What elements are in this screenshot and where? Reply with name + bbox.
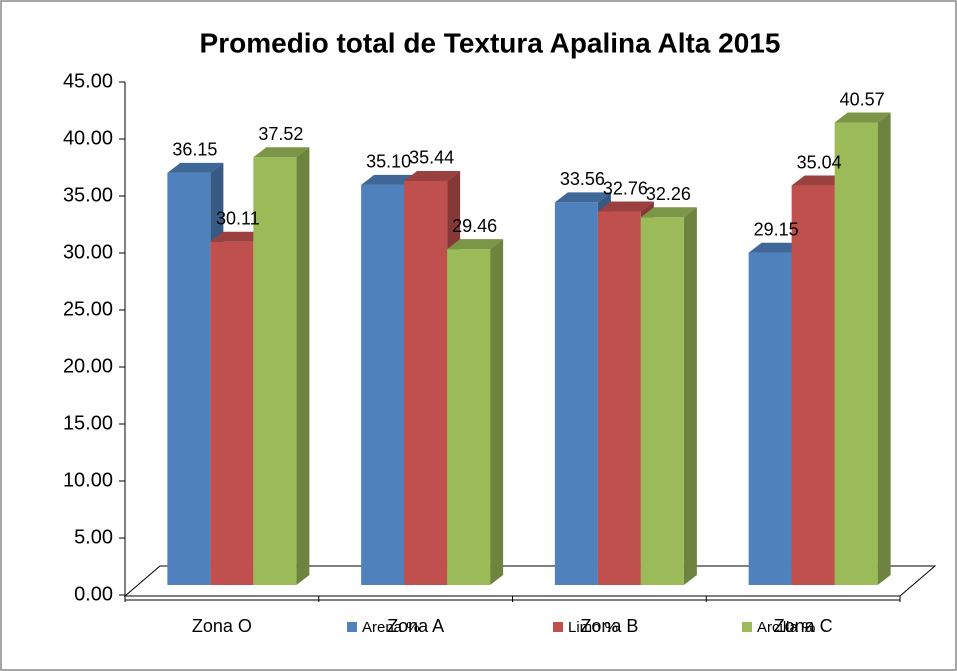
bar-top xyxy=(447,239,504,250)
bar-top xyxy=(361,174,418,185)
y-tick-label: 40.00 xyxy=(63,127,113,149)
bar-top xyxy=(253,147,310,158)
legend-label: Arcilla % xyxy=(757,619,815,636)
bar-side xyxy=(490,239,504,585)
legend-label: Arena % xyxy=(362,619,420,636)
y-tick-label: 15.00 xyxy=(63,412,113,434)
bar-top xyxy=(748,242,805,253)
bar xyxy=(640,217,684,585)
y-tick-label: 30.00 xyxy=(63,241,113,263)
bar xyxy=(834,122,878,585)
data-label: 35.10 xyxy=(366,152,411,172)
y-tick-label: 35.00 xyxy=(63,184,113,206)
y-tick-label: 25.00 xyxy=(63,298,113,320)
data-label: 36.15 xyxy=(172,140,217,160)
legend-swatch xyxy=(553,622,563,632)
bar-top xyxy=(597,201,654,212)
data-label: 29.46 xyxy=(452,216,497,236)
chart-title: Promedio total de Textura Apalina Alta 2… xyxy=(200,27,781,58)
x-tick-label: Zona B xyxy=(580,616,638,636)
y-tick-label: 0.00 xyxy=(74,583,113,605)
y-tick-label: 45.00 xyxy=(63,70,113,92)
y-tick-label: 5.00 xyxy=(74,526,113,548)
bar-top xyxy=(167,162,224,173)
floor xyxy=(123,565,937,597)
legend-label: Limo % xyxy=(568,619,618,636)
data-label: 40.57 xyxy=(840,89,885,109)
bar-side xyxy=(296,147,310,585)
bar-top xyxy=(404,170,461,181)
bar-top xyxy=(210,231,267,242)
data-label: 32.26 xyxy=(646,184,691,204)
bar xyxy=(167,172,211,585)
bar-side xyxy=(877,112,891,585)
bar-top xyxy=(791,175,848,186)
bar xyxy=(210,241,254,585)
data-label: 33.56 xyxy=(560,169,605,189)
bar xyxy=(791,185,835,585)
legend-swatch xyxy=(347,622,357,632)
x-tick-label: Zona A xyxy=(387,616,444,636)
x-tick-label: Zona O xyxy=(192,616,252,636)
bar-top xyxy=(834,112,891,123)
y-tick-label: 20.00 xyxy=(63,355,113,377)
bar-top xyxy=(640,207,697,218)
data-label: 35.04 xyxy=(797,152,842,172)
bar xyxy=(748,252,792,585)
data-label: 35.44 xyxy=(409,148,454,168)
data-label: 29.15 xyxy=(754,219,799,239)
data-label: 32.76 xyxy=(603,178,648,198)
bar xyxy=(447,249,491,585)
y-tick-label: 10.00 xyxy=(63,469,113,491)
x-tick-label: Zona C xyxy=(774,616,833,636)
bar xyxy=(253,157,297,585)
bar xyxy=(554,202,598,585)
legend-swatch xyxy=(742,622,752,632)
bar-top xyxy=(554,192,611,203)
bar xyxy=(404,180,448,585)
bar xyxy=(361,184,405,586)
bar-side xyxy=(683,207,697,585)
data-label: 37.52 xyxy=(258,124,303,144)
data-label: 30.11 xyxy=(216,208,260,228)
bar xyxy=(597,211,641,585)
